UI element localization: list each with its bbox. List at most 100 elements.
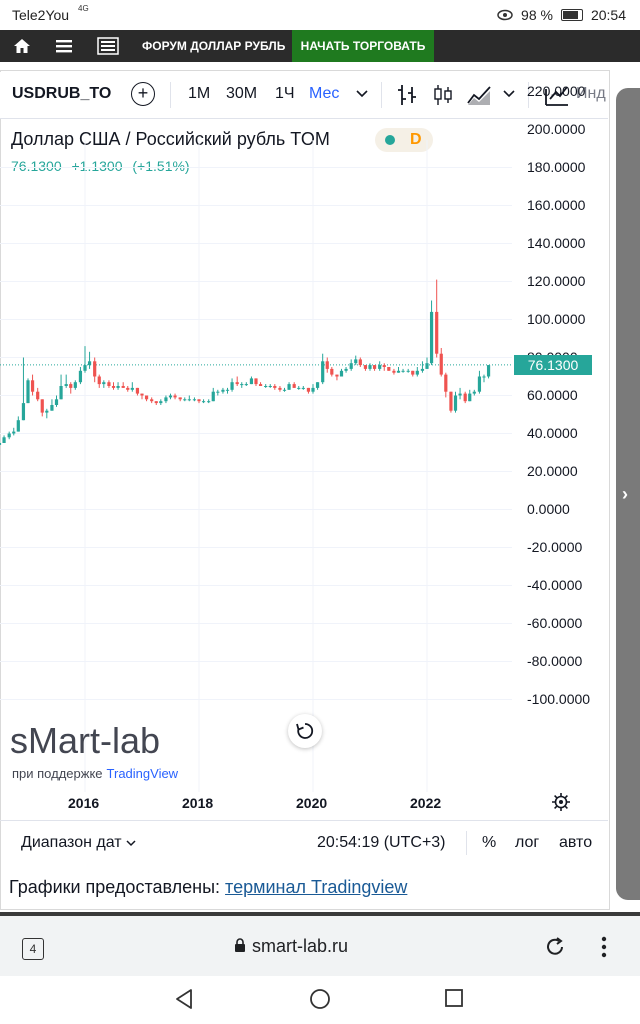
- candle-body: [396, 370, 401, 373]
- candle-body: [354, 359, 358, 364]
- start-trading-button[interactable]: НАЧАТЬ ТОРГОВАТЬ: [292, 30, 434, 62]
- candle-body: [93, 361, 97, 377]
- symbol-search[interactable]: USDRUB_TOM: [12, 85, 112, 102]
- candle-body: [449, 391, 453, 411]
- candle-body: [111, 386, 116, 388]
- price-tick-label: -60.0000: [527, 614, 583, 631]
- candle-body: [144, 395, 149, 400]
- candle-body: [325, 361, 329, 369]
- candle-body: [21, 403, 26, 421]
- price-tick-label: 100.0000: [527, 310, 586, 327]
- reset-icon[interactable]: [288, 714, 322, 748]
- candle-body: [230, 382, 234, 390]
- candle-body: [453, 395, 458, 411]
- candle-body: [64, 384, 68, 386]
- browser-toolbar: 4 smart-lab.ru: [0, 912, 640, 980]
- candle-body: [140, 393, 144, 396]
- toolbar-divider: [528, 82, 529, 108]
- powered-by: при поддержке TradingView: [12, 766, 178, 781]
- candle-body: [382, 365, 386, 367]
- candle-body: [297, 387, 301, 389]
- candle-body: [315, 382, 320, 388]
- candle-body: [197, 399, 201, 402]
- candle-body: [292, 384, 296, 388]
- network-type: 4G: [78, 4, 89, 13]
- clock-time: 20:54: [590, 7, 626, 23]
- list-icon[interactable]: [88, 30, 128, 62]
- chevron-down-icon[interactable]: [503, 89, 515, 99]
- percent-scale-toggle[interactable]: %: [482, 834, 497, 851]
- candle-body: [107, 382, 111, 386]
- gear-icon[interactable]: [551, 792, 571, 812]
- price-tick-label: -100.0000: [527, 690, 591, 707]
- reload-icon[interactable]: [544, 936, 566, 958]
- last-price-label: 76.1300: [514, 354, 592, 375]
- timeframe-1m[interactable]: 1М: [188, 85, 211, 102]
- candle-body: [201, 401, 206, 403]
- recents-icon[interactable]: [444, 988, 464, 1008]
- candle-body: [472, 391, 476, 394]
- time-tick-label: 2022: [410, 795, 442, 811]
- auto-scale-toggle[interactable]: авто: [559, 834, 593, 851]
- candle-body: [321, 361, 325, 383]
- side-panel-handle[interactable]: ›: [616, 88, 640, 900]
- candle-body: [463, 393, 467, 402]
- status-bar: Tele2You 4G 98 % 20:54: [0, 0, 640, 30]
- candle-body: [59, 386, 63, 400]
- market-status-badge[interactable]: D: [375, 128, 433, 152]
- candle-body: [16, 420, 20, 432]
- candle-body: [368, 365, 372, 369]
- candle-body: [2, 437, 6, 443]
- tradingview-link[interactable]: TradingView: [106, 766, 179, 781]
- candle-body: [83, 365, 87, 371]
- smartlab-logo: sMart-lab: [10, 720, 161, 761]
- menu-icon[interactable]: [44, 30, 84, 62]
- timeframe-30m[interactable]: 30М: [226, 85, 258, 102]
- candle-body: [278, 387, 282, 390]
- candle-body: [30, 380, 35, 392]
- forum-link[interactable]: ФОРУМ ДОЛЛАР РУБЛЬ: [142, 39, 286, 53]
- candle-body: [439, 353, 443, 375]
- date-range-button[interactable]: Диапазон дат: [21, 834, 136, 852]
- bar-chart-icon[interactable]: [396, 83, 418, 107]
- candle-body: [221, 389, 225, 392]
- candle-body: [50, 405, 54, 411]
- bottom-divider: [466, 831, 467, 855]
- candle-body: [363, 365, 368, 369]
- date-range-label: Диапазон дат: [21, 834, 122, 851]
- home-icon[interactable]: [2, 30, 42, 62]
- timeframe-1h[interactable]: 1Ч: [275, 85, 295, 102]
- area-chart-icon[interactable]: [466, 83, 492, 107]
- timeframe-month[interactable]: Мес: [309, 85, 340, 102]
- candle-body: [282, 389, 287, 391]
- candle-body: [458, 393, 462, 396]
- candle-body: [240, 384, 244, 386]
- candle-body: [468, 393, 472, 402]
- chevron-down-icon[interactable]: [356, 89, 368, 99]
- chart-widget-frame: [0, 70, 610, 910]
- tabs-button[interactable]: 4: [22, 938, 44, 960]
- more-icon[interactable]: [600, 936, 608, 958]
- price-tick-label: 60.0000: [527, 386, 578, 403]
- indicators-icon[interactable]: [544, 83, 570, 107]
- price-tick-label: 40.0000: [527, 424, 578, 441]
- candle-body: [154, 401, 158, 404]
- tradingview-terminal-link[interactable]: терминал Tradingview: [225, 877, 408, 897]
- log-scale-toggle[interactable]: лог: [515, 834, 540, 851]
- back-icon[interactable]: [174, 988, 194, 1010]
- lock-icon: [235, 938, 245, 952]
- address-bar[interactable]: smart-lab.ru: [234, 936, 348, 957]
- candle-body: [78, 370, 83, 383]
- chart-clock[interactable]: 20:54:19 (UTC+3): [317, 834, 446, 851]
- toolbar-divider: [170, 82, 171, 108]
- price-tick-label: 0.0000: [527, 500, 570, 517]
- time-tick-label: 2016: [68, 795, 100, 811]
- candlestick-chart[interactable]: [0, 140, 512, 792]
- candles-icon[interactable]: [432, 83, 454, 107]
- candle-body: [235, 382, 239, 385]
- candle-body: [183, 399, 187, 401]
- candle-body: [268, 386, 272, 387]
- home-circle-icon[interactable]: [309, 988, 331, 1010]
- indicators-label[interactable]: Инд: [576, 85, 606, 102]
- add-icon[interactable]: +: [131, 82, 155, 106]
